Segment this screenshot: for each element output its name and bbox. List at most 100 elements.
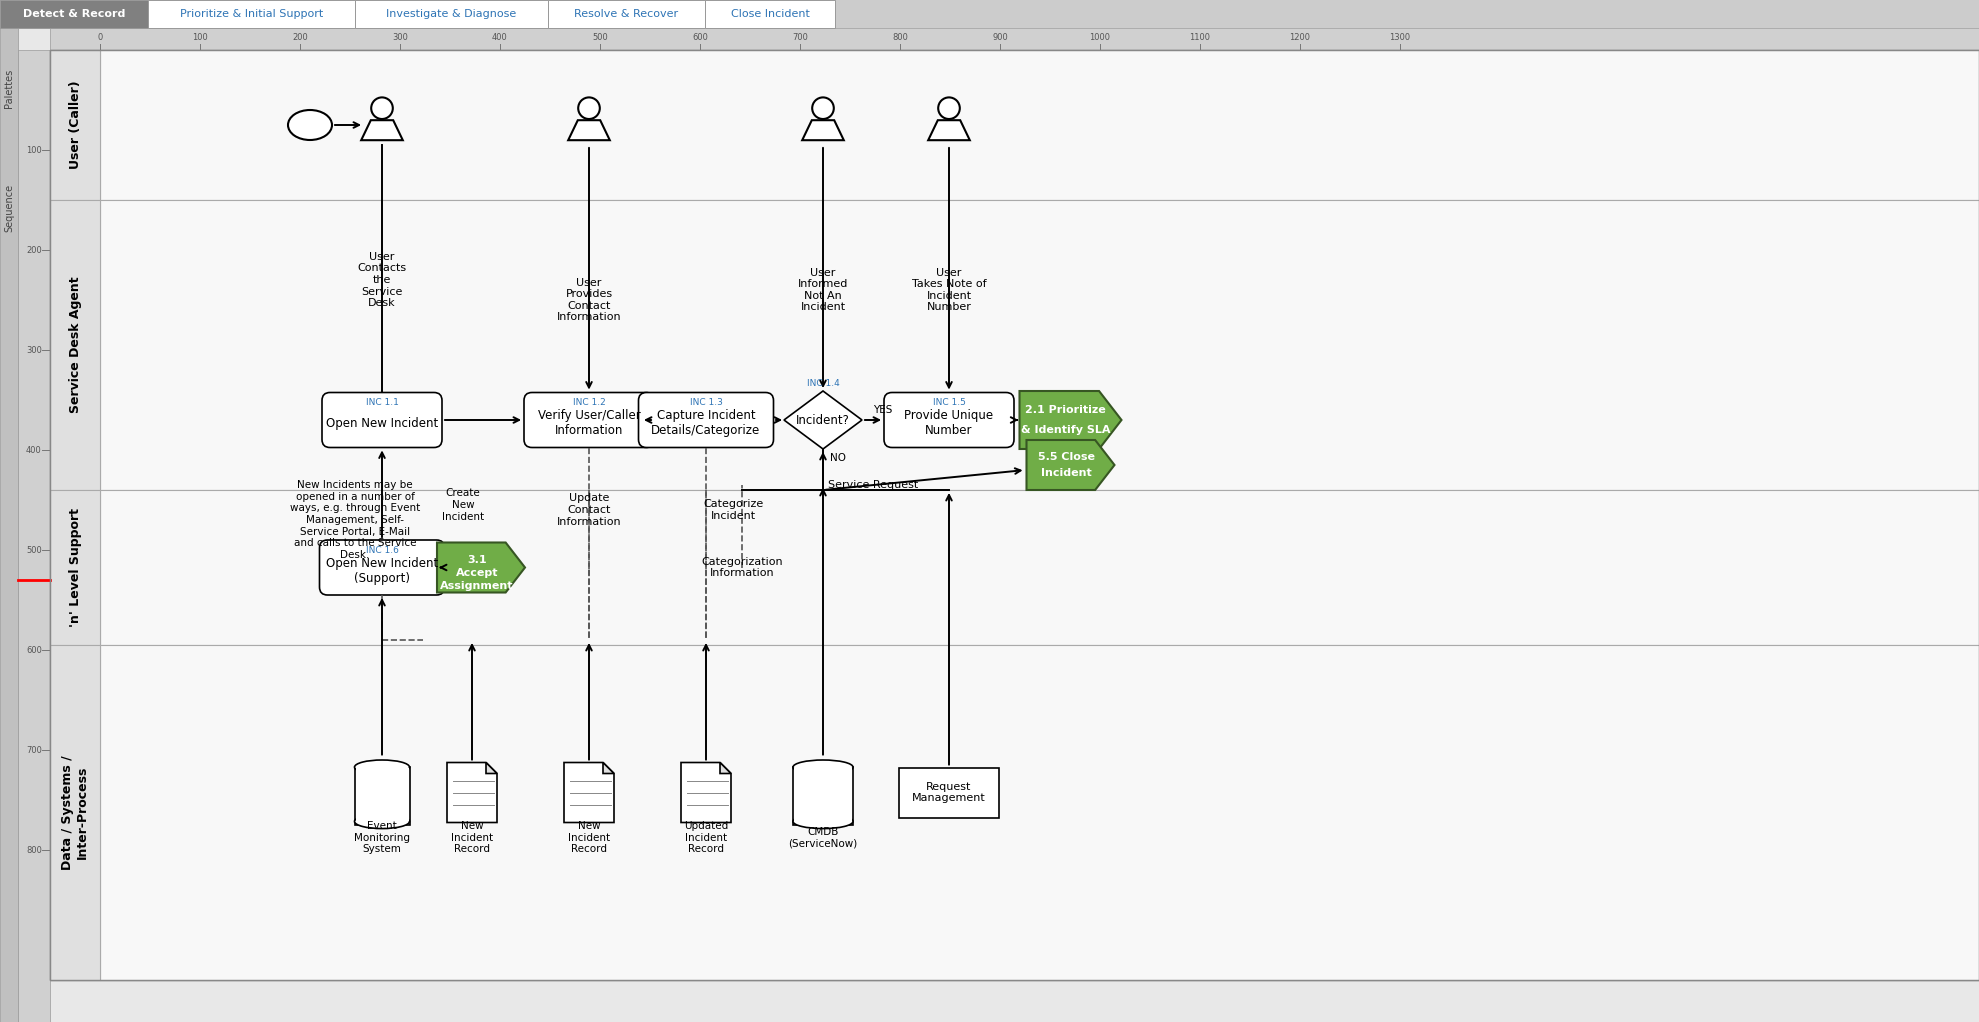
Ellipse shape: [372, 97, 392, 119]
Polygon shape: [437, 543, 524, 593]
Text: 700: 700: [26, 745, 42, 754]
Bar: [356, 769, 408, 822]
Polygon shape: [720, 762, 730, 774]
Text: 800: 800: [893, 34, 908, 42]
Ellipse shape: [938, 97, 960, 119]
Text: 1200: 1200: [1290, 34, 1310, 42]
Text: 800: 800: [26, 845, 42, 854]
Bar: [49, 28, 1979, 50]
Text: 2.1 Prioritize: 2.1 Prioritize: [1025, 405, 1106, 415]
FancyBboxPatch shape: [323, 392, 441, 448]
Text: User (Caller): User (Caller): [69, 81, 81, 170]
Text: 5.5 Close: 5.5 Close: [1039, 452, 1094, 462]
Polygon shape: [564, 762, 613, 823]
Polygon shape: [362, 121, 404, 140]
Text: 100: 100: [26, 145, 42, 154]
Polygon shape: [604, 762, 613, 774]
Bar: [101, 490, 1979, 645]
Ellipse shape: [578, 97, 600, 119]
Text: Data / Systems /
Inter-Process: Data / Systems / Inter-Process: [61, 755, 89, 870]
Ellipse shape: [289, 110, 332, 140]
Bar: [0, 0, 1979, 28]
Bar: [18, 50, 49, 1022]
Text: INC 1.4: INC 1.4: [807, 378, 839, 387]
Polygon shape: [1027, 440, 1114, 490]
Text: Request
Management: Request Management: [912, 782, 986, 803]
Bar: [49, 50, 101, 200]
Text: INC 1.5: INC 1.5: [932, 398, 966, 407]
Bar: [548, 0, 705, 28]
Text: 900: 900: [991, 34, 1007, 42]
Text: Close Incident: Close Incident: [730, 9, 809, 19]
Bar: [354, 768, 410, 825]
Text: Incident: Incident: [1041, 468, 1092, 478]
Polygon shape: [784, 391, 863, 449]
Text: 0: 0: [97, 34, 103, 42]
Bar: [354, 0, 548, 28]
Text: Open New Incident
(Support): Open New Incident (Support): [327, 557, 437, 585]
Bar: [49, 200, 101, 490]
Text: User
Contacts
the
Service
Desk: User Contacts the Service Desk: [358, 251, 406, 309]
Text: Service Request: Service Request: [827, 480, 918, 490]
Text: 400: 400: [26, 446, 42, 455]
Text: New Incidents may be
opened in a number of
ways, e.g. through Event
Management, : New Incidents may be opened in a number …: [289, 480, 420, 560]
Text: 100: 100: [192, 34, 208, 42]
Polygon shape: [1019, 391, 1122, 449]
Polygon shape: [801, 121, 843, 140]
Text: 200: 200: [293, 34, 309, 42]
Text: 500: 500: [26, 546, 42, 555]
Bar: [49, 490, 101, 645]
Polygon shape: [681, 762, 730, 823]
Text: Incident?: Incident?: [796, 414, 849, 426]
Ellipse shape: [354, 815, 410, 829]
Text: User
Informed
Not An
Incident: User Informed Not An Incident: [798, 268, 849, 313]
Text: Updated
Incident
Record: Updated Incident Record: [685, 821, 728, 854]
Text: 'n' Level Support: 'n' Level Support: [69, 508, 81, 628]
Text: 600: 600: [693, 34, 708, 42]
Bar: [148, 0, 354, 28]
Text: Capture Incident
Details/Categorize: Capture Incident Details/Categorize: [651, 409, 760, 437]
Text: INC 1.3: INC 1.3: [689, 398, 722, 407]
Bar: [794, 769, 853, 822]
Bar: [0, 28, 18, 1022]
Text: Provide Unique
Number: Provide Unique Number: [904, 409, 993, 437]
Text: 1100: 1100: [1189, 34, 1211, 42]
Text: Verify User/Caller
Information: Verify User/Caller Information: [538, 409, 641, 437]
Bar: [101, 645, 1979, 980]
Bar: [49, 645, 101, 980]
Ellipse shape: [794, 760, 853, 775]
Text: Event
Monitoring
System: Event Monitoring System: [354, 821, 410, 854]
Text: Create
New
Incident: Create New Incident: [441, 489, 485, 521]
Bar: [101, 50, 1979, 200]
Polygon shape: [487, 762, 497, 774]
Text: User
Takes Note of
Incident
Number: User Takes Note of Incident Number: [912, 268, 986, 313]
Text: Categorization
Information: Categorization Information: [701, 557, 784, 578]
Ellipse shape: [794, 815, 853, 829]
Text: New
Incident
Record: New Incident Record: [451, 821, 493, 854]
FancyBboxPatch shape: [639, 392, 774, 448]
Text: 600: 600: [26, 646, 42, 654]
Bar: [794, 768, 853, 825]
Text: INC 1.2: INC 1.2: [572, 398, 606, 407]
Text: User
Provides
Contact
Information: User Provides Contact Information: [556, 278, 621, 322]
FancyBboxPatch shape: [524, 392, 653, 448]
Text: Categorize
Incident: Categorize Incident: [703, 499, 764, 521]
Text: 700: 700: [792, 34, 807, 42]
Text: Sequence: Sequence: [4, 184, 14, 232]
Text: 1300: 1300: [1389, 34, 1411, 42]
Bar: [705, 0, 835, 28]
Text: 300: 300: [392, 34, 408, 42]
Text: Palettes: Palettes: [4, 68, 14, 107]
Polygon shape: [568, 121, 610, 140]
Text: New
Incident
Record: New Incident Record: [568, 821, 610, 854]
Text: 500: 500: [592, 34, 608, 42]
Text: Prioritize & Initial Support: Prioritize & Initial Support: [180, 9, 323, 19]
Bar: [0, 0, 148, 28]
Text: Assignment: Assignment: [439, 580, 515, 591]
Text: 300: 300: [26, 345, 42, 355]
Text: Resolve & Recover: Resolve & Recover: [574, 9, 679, 19]
Text: 3.1: 3.1: [467, 555, 487, 564]
Text: 200: 200: [26, 245, 42, 254]
Text: Open New Incident: Open New Incident: [327, 417, 437, 429]
Text: INC 1.6: INC 1.6: [366, 546, 398, 555]
